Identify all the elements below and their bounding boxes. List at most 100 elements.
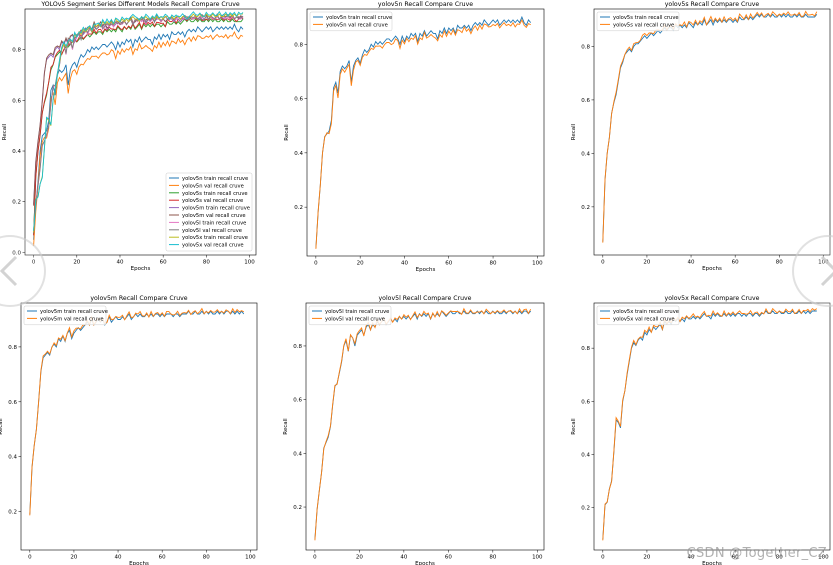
y-tick-label: 0.8 [581, 346, 590, 352]
y-tick-label: 0.6 [581, 399, 590, 405]
legend-entry: yolov5m val recall cruve [182, 213, 246, 219]
y-axis-label: Recall [2, 123, 8, 140]
y-tick-label: 0.6 [12, 98, 21, 104]
legend-entry: yolov5n train recall cruve [326, 15, 392, 21]
plot-frame [593, 302, 831, 551]
series-group [602, 10, 818, 243]
y-tick-label: 0.6 [293, 398, 302, 404]
series-line-m-train [29, 310, 245, 515]
x-axis-label: Epochs [131, 266, 151, 272]
y-tick-label: 0.4 [581, 452, 590, 458]
y-axis-label: Recall [284, 124, 290, 141]
y-tick-label: 0.8 [581, 44, 590, 50]
x-tick-label: 20 [643, 555, 650, 561]
plot-frame [24, 8, 257, 256]
x-tick-label: 0 [314, 261, 318, 267]
x-axis-label: Epochs [702, 561, 722, 565]
x-tick-label: 0 [313, 555, 317, 561]
legend-entry: yolov5m train recall cruve [182, 206, 250, 212]
legend-entry: yolov5l val recall cruve [325, 316, 385, 322]
plot-frame [306, 8, 545, 257]
x-tick-label: 40 [401, 261, 408, 267]
series-line-n-val [315, 18, 531, 249]
legend-entry: yolov5s train recall cruve [182, 191, 248, 197]
previous-image-button[interactable] [0, 235, 46, 307]
y-tick-label: 0.8 [293, 344, 302, 350]
y-axis-label: Recall [283, 418, 289, 435]
series-line-s-train [33, 18, 244, 235]
chevron-left-icon [0, 255, 18, 287]
legend-entry: yolov5l val recall cruve [182, 228, 242, 234]
x-tick-label: 100 [244, 260, 255, 266]
x-tick-label: 80 [776, 260, 783, 266]
legend-entry: yolov5s val recall cruve [182, 198, 243, 204]
x-tick-label: 60 [445, 261, 452, 267]
series-line-s-val [33, 15, 244, 236]
x-tick-label: 0 [601, 555, 605, 561]
next-image-button[interactable] [792, 235, 833, 307]
series-group [314, 307, 532, 541]
x-axis-label: Epochs [415, 561, 435, 565]
y-tick-label: 0.2 [581, 205, 590, 211]
x-tick-label: 20 [70, 555, 77, 561]
x-tick-label: 60 [160, 260, 167, 266]
x-axis-label: Epochs [416, 267, 436, 273]
series-line-n-val [33, 30, 244, 246]
series-line-x-val [33, 10, 244, 231]
legend-entry: yolov5l train recall cruve [325, 309, 389, 315]
series-group [29, 307, 245, 516]
x-tick-label: 40 [688, 260, 695, 266]
y-tick-label: 0.6 [294, 97, 303, 103]
chart-title: yolov5n Recall Compare Cruve [378, 1, 473, 8]
series-group [33, 10, 244, 246]
legend-box [596, 305, 680, 326]
legend-entry: yolov5x val recall cruve [613, 316, 675, 322]
x-tick-label: 0 [28, 555, 32, 561]
legend-box [309, 11, 393, 32]
watermark-text: CSDN @Together_CZ [686, 546, 827, 561]
series-line-l-val [314, 307, 532, 541]
legend-box [596, 11, 680, 32]
x-tick-label: 80 [203, 555, 210, 561]
y-tick-label: 0.2 [294, 205, 303, 211]
x-tick-label: 60 [445, 555, 452, 561]
y-axis-label: Recall [571, 123, 577, 140]
x-tick-label: 60 [732, 555, 739, 561]
plot-frame [593, 8, 831, 256]
x-tick-label: 100 [532, 555, 543, 561]
legend-entry: yolov5s train recall cruve [613, 15, 679, 21]
chart-panel-6: yolov5x Recall Compare Cruve 0 20 40 60 80 100… [571, 295, 831, 565]
x-tick-label: 0 [601, 260, 605, 266]
x-tick-label: 80 [489, 555, 496, 561]
chart-panel-5: yolov5l Recall Compare Cruve 0 20 40 60 80 100… [283, 295, 545, 565]
x-tick-label: 20 [356, 555, 363, 561]
y-tick-label: 0.4 [8, 455, 17, 461]
legend-box [165, 172, 253, 252]
x-tick-label: 100 [818, 555, 829, 561]
y-axis-label: Recall [0, 418, 4, 435]
legend-entry: yolov5x train recall cruve [182, 235, 248, 241]
series-line-n-train [33, 23, 244, 240]
x-tick-label: 80 [203, 260, 210, 266]
chart-panel-2: yolov5n Recall Compare Cruve 0 20 40 60 80 100… [284, 1, 545, 273]
legend-entry: yolov5x train recall cruve [613, 309, 679, 315]
x-axis-label: Epochs [702, 266, 722, 272]
x-tick-label: 100 [245, 555, 256, 561]
legend-entry: yolov5m train recall cruve [40, 309, 108, 315]
chart-title: yolov5s Recall Compare Cruve [665, 1, 760, 8]
y-tick-label: 0.2 [12, 200, 21, 206]
legend-entry: yolov5x val recall cruve [182, 243, 244, 249]
x-tick-label: 40 [115, 555, 122, 561]
x-axis-label: Epochs [129, 561, 149, 565]
series-group [602, 307, 818, 541]
series-line-s-val [602, 10, 818, 243]
chevron-right-icon [820, 255, 833, 287]
x-tick-label: 80 [776, 555, 783, 561]
y-axis-label: Recall [571, 418, 577, 435]
